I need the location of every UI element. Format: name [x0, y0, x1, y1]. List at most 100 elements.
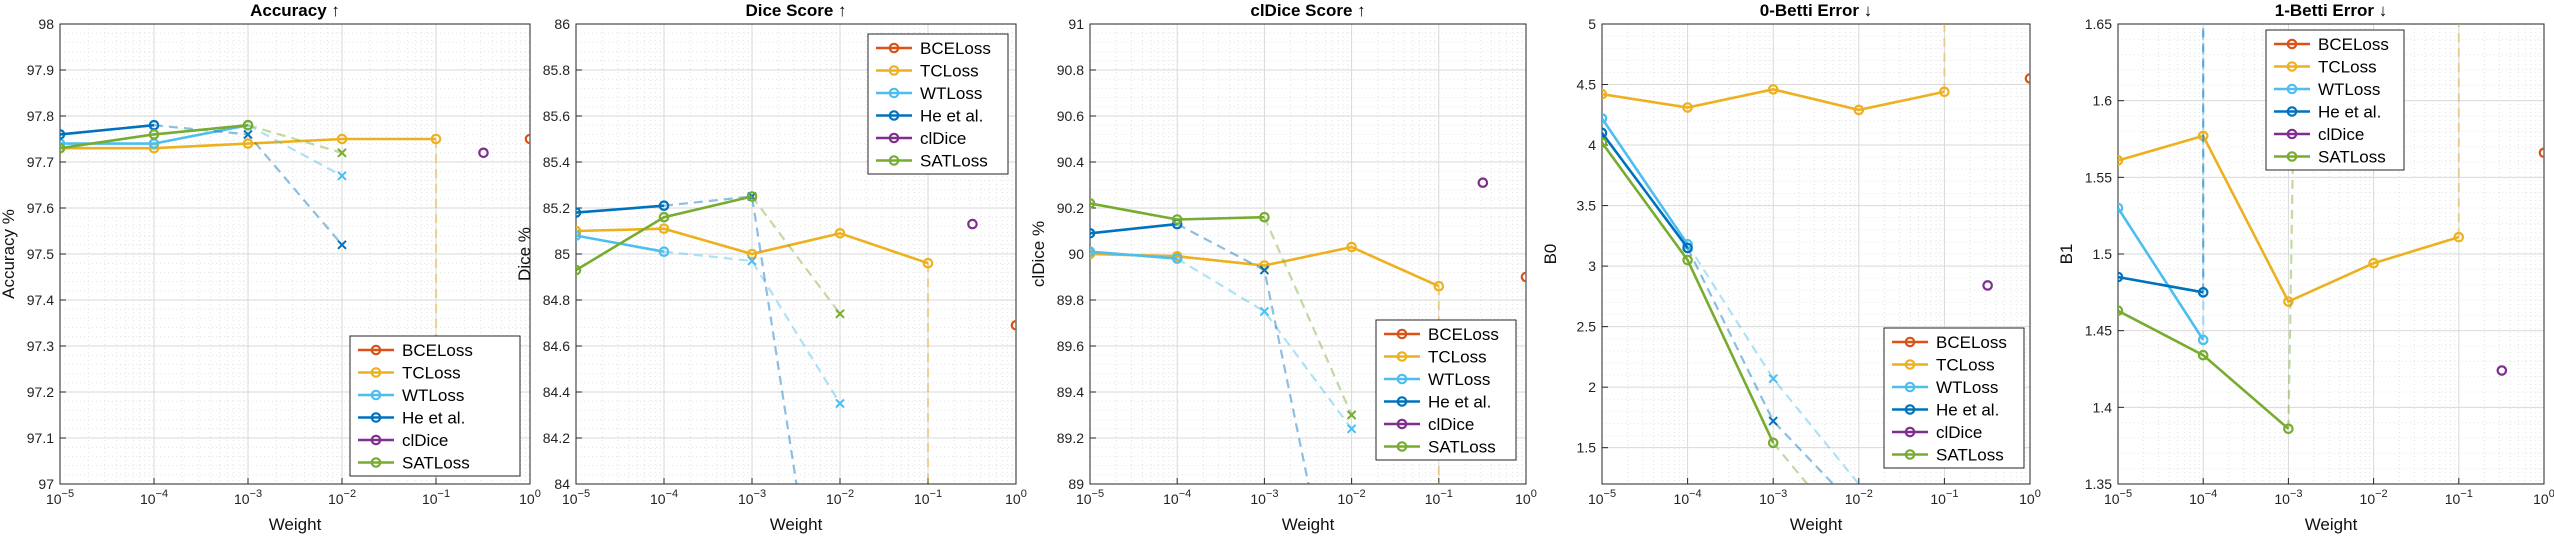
- data-point-he-et-al: [2197, 287, 2209, 298]
- failed-point-wtloss: [1768, 373, 1778, 384]
- plot-area: [1602, 24, 2030, 484]
- y-tick-label: 1.55: [2085, 169, 2112, 185]
- x-tick-label: 10−3: [1759, 488, 1787, 507]
- data-point-wtloss: [1090, 246, 1096, 257]
- data-point-satloss: [60, 142, 66, 154]
- legend-marker: [370, 457, 382, 468]
- data-point-he-et-al: [2118, 271, 2124, 283]
- y-axis-label: B1: [2057, 244, 2076, 265]
- failed-point-wtloss: [337, 171, 347, 181]
- x-tick-label: 10−1: [2445, 488, 2473, 507]
- collapse-line-wtloss: [1686, 243, 1860, 484]
- legend-marker: [888, 110, 900, 121]
- legend-marker: [888, 65, 900, 76]
- legend-label: WTLoss: [1428, 370, 1490, 389]
- data-point-tcloss: [576, 225, 582, 237]
- legend-marker: [370, 434, 382, 446]
- legend-label: clDice: [2318, 125, 2364, 144]
- legend-label: WTLoss: [402, 386, 464, 405]
- chart-panel-2: 10−5 10−4 10−3 10−2 10−1 100 84 84.2 84.4 84.6 84.…: [515, 1, 1027, 534]
- legend-label: BCELoss: [2318, 35, 2389, 54]
- x-tick-label: 10−1: [422, 488, 450, 507]
- y-tick-label: 97.2: [27, 384, 54, 400]
- x-tick-label: 10−2: [1338, 488, 1366, 507]
- data-point-cldice: [478, 147, 489, 159]
- legend-marker: [888, 42, 900, 54]
- legend-box: [1883, 327, 2025, 469]
- legend-label: WTLoss: [1936, 378, 1998, 397]
- x-tick-label: 10−5: [46, 488, 74, 507]
- data-point-wtloss: [2197, 334, 2209, 346]
- y-tick-label: 84.8: [543, 292, 570, 308]
- failed-point-satloss: [1346, 410, 1357, 420]
- collapse-line-wtloss: [663, 250, 841, 405]
- series-line-he-et-al: [60, 123, 155, 136]
- legend-marker: [1396, 351, 1408, 362]
- legend-marker: [888, 155, 900, 166]
- x-tick-label: 10−4: [1674, 488, 1702, 507]
- y-tick-label: 1.4: [2093, 399, 2113, 415]
- x-tick-label: 100: [2019, 488, 2041, 507]
- y-tick-label: 97.8: [27, 108, 54, 124]
- data-point-bceloss: [1010, 320, 1016, 331]
- legend-box: [349, 335, 521, 477]
- legend: BCELoss TCLoss WTLoss He et al. clDice SATLos…: [2265, 29, 2405, 171]
- y-tick-label: 90.6: [1057, 108, 1084, 124]
- y-tick-label: 97.9: [27, 62, 54, 78]
- x-axis-label: Weight: [1790, 515, 1843, 534]
- y-tick-label: 90.8: [1057, 62, 1084, 78]
- series-line-tcloss: [60, 137, 436, 150]
- legend-label: clDice: [1936, 423, 1982, 442]
- series-line-satloss: [576, 195, 753, 272]
- legend-box: [1375, 319, 1517, 461]
- chart-panel-4: 10−5 10−4 10−3 10−2 10−1 100 1.5 2 2.5 3 3.5 4 4.5 5 0…: [1541, 1, 2041, 534]
- data-point-tcloss: [1346, 241, 1357, 253]
- series-line-tcloss: [2118, 134, 2460, 304]
- collapse-line-satloss: [1772, 442, 1809, 484]
- data-point-tcloss: [1433, 280, 1445, 292]
- series-line-he-et-al: [1090, 222, 1178, 235]
- data-point-he-et-al: [576, 207, 582, 218]
- data-point-cldice: [1477, 177, 1489, 188]
- y-axis-label: Dice %: [515, 227, 534, 281]
- x-tick-label: 100: [1515, 488, 1537, 507]
- y-tick-label: 90.4: [1057, 154, 1084, 170]
- legend-label: WTLoss: [920, 84, 982, 103]
- legend-marker: [1904, 336, 1916, 348]
- series-line-tcloss: [1602, 88, 1945, 112]
- data-point-tcloss: [834, 228, 846, 239]
- y-tick-label: 2.5: [1577, 319, 1597, 335]
- chart-panel-5: 10−5 10−4 10−3 10−2 10−1 100 1.35 1.4 1.45 1.5 1.5…: [2057, 1, 2554, 534]
- legend: BCELoss TCLoss WTLoss He et al. clDice SATLos…: [349, 335, 521, 477]
- y-tick-label: 89.2: [1057, 430, 1084, 446]
- y-tick-label: 97: [38, 476, 54, 492]
- data-point-he-et-al: [1682, 242, 1693, 254]
- failed-point-satloss: [835, 309, 845, 319]
- x-axis-label: Weight: [269, 515, 322, 534]
- series-line-satloss: [1602, 141, 1775, 444]
- data-point-satloss: [2197, 349, 2209, 361]
- y-tick-label: 97.7: [27, 154, 54, 170]
- data-point-tcloss: [2197, 130, 2209, 142]
- series-line-satloss: [1090, 202, 1265, 221]
- data-point-satloss: [2283, 423, 2294, 435]
- failed-point-wtloss: [1259, 306, 1270, 317]
- x-tick-label: 10−1: [914, 488, 942, 507]
- failed-point-he-et-al: [1768, 416, 1778, 426]
- y-tick-label: 1.65: [2085, 16, 2112, 32]
- failed-point-he-et-al: [1259, 265, 1270, 275]
- legend-label: He et al.: [920, 107, 983, 126]
- legend-marker: [1396, 441, 1408, 452]
- collapse-line-wtloss: [1176, 257, 1353, 430]
- legend-marker: [1904, 426, 1916, 438]
- data-point-satloss: [1090, 198, 1096, 209]
- legend: BCELoss TCLoss WTLoss He et al. clDice SATLos…: [1375, 319, 1517, 461]
- data-point-tcloss: [746, 248, 758, 260]
- plot-area: [1090, 177, 1526, 484]
- y-tick-label: 97.6: [27, 200, 54, 216]
- chart-title: clDice Score ↑: [1250, 1, 1365, 20]
- data-point-he-et-al: [658, 200, 670, 211]
- x-tick-label: 10−3: [738, 488, 766, 507]
- y-tick-label: 89.4: [1057, 384, 1084, 400]
